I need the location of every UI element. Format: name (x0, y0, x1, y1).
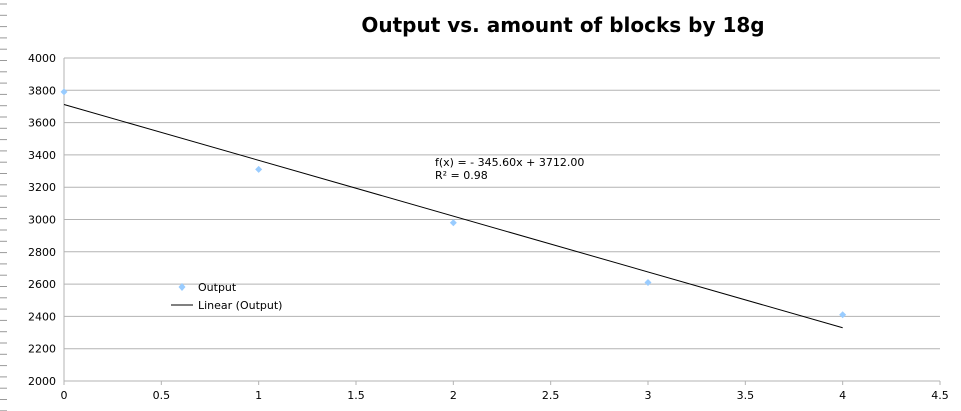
y-tick-label: 2000 (28, 375, 56, 388)
x-tick-label: 4 (839, 389, 846, 402)
x-tick-label: 4.5 (931, 389, 949, 402)
legend-label-linear: Linear (Output) (198, 299, 282, 312)
y-tick-label: 2800 (28, 246, 56, 259)
y-tick-label: 2400 (28, 310, 56, 323)
trendline-r-squared: R² = 0.98 (435, 169, 488, 182)
legend-label-output: Output (198, 281, 237, 294)
y-tick-label: 3800 (28, 84, 56, 97)
gridlines (64, 57, 940, 350)
data-point (644, 278, 652, 286)
x-tick-label: 0.5 (153, 389, 171, 402)
x-tick-label: 2.5 (542, 389, 560, 402)
y-tick-label: 3600 (28, 117, 56, 130)
y-tick-label: 2200 (28, 343, 56, 356)
y-tick-labels: 4000 3800 3600 3400 3200 3000 2800 2600 2400 2200… (28, 52, 56, 388)
left-margin-ticks (0, 3, 7, 411)
data-point (60, 88, 68, 96)
trendline-equation: f(x) = - 345.60x + 3712.00 (435, 156, 584, 169)
y-tick-label: 2600 (28, 278, 56, 291)
y-tick-label: 3400 (28, 149, 56, 162)
trendline-linear-output (63, 104, 843, 329)
legend-marker-output (178, 283, 186, 291)
data-point (255, 165, 263, 173)
y-tick-label: 4000 (28, 52, 56, 65)
y-tick-label: 3000 (28, 214, 56, 227)
x-tick-label: 2 (450, 389, 457, 402)
x-tick-label: 3.5 (737, 389, 755, 402)
chart-title: Output vs. amount of blocks by 18g (361, 13, 764, 37)
data-point (449, 219, 457, 227)
x-tick-label: 1.5 (347, 389, 365, 402)
x-tick-label: 1 (255, 389, 262, 402)
axes (63, 58, 940, 382)
x-tick-label: 3 (645, 389, 652, 402)
x-tick-label: 0 (61, 389, 68, 402)
trendline (63, 104, 843, 329)
legend: Output Linear (Output) (171, 281, 282, 312)
series-output-points (60, 88, 847, 319)
y-tick-label: 3200 (28, 181, 56, 194)
x-tick-labels: 0 0.5 1 1.5 2 2.5 3 3.5 4 4.5 (61, 381, 949, 402)
data-point (839, 311, 847, 319)
